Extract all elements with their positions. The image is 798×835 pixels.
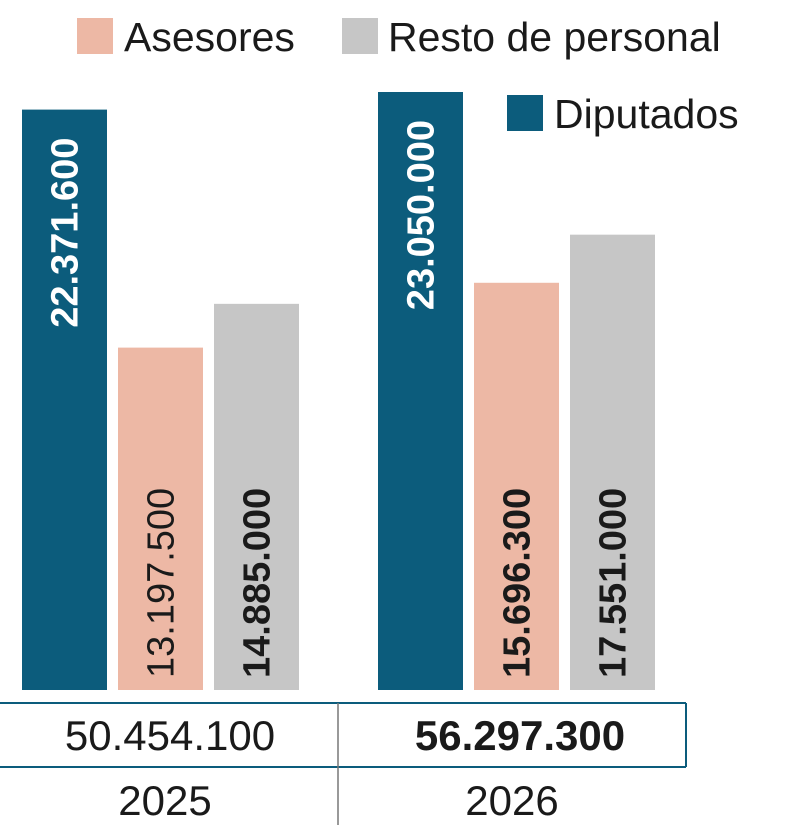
legend-swatch-resto — [342, 18, 378, 54]
bar-diputados-2025 — [22, 109, 107, 690]
legend-label-resto: Resto de personal — [388, 14, 721, 60]
bar-label-diputados-2025: 22.371.600 — [45, 138, 87, 328]
legend-swatch-diputados — [507, 95, 543, 131]
bar-asesores-2025 — [118, 347, 203, 690]
bar-label-asesores-2025: 13.197.500 — [141, 488, 183, 678]
bar-label-diputados-2026: 23.050.000 — [401, 120, 443, 310]
bar-diputados-2026 — [378, 92, 463, 690]
year-label-2026: 2026 — [465, 777, 558, 824]
legend-label-diputados: Diputados — [554, 91, 739, 137]
legend: Asesores Resto de personal Diputados — [77, 14, 739, 137]
bar-resto-2026 — [570, 234, 655, 690]
year-label-2025: 2025 — [118, 777, 211, 824]
bars-group — [22, 92, 655, 690]
total-2026: 56.297.300 — [415, 712, 625, 759]
bar-labels-group: 22.371.600 13.197.500 14.885.000 23.050.000… — [45, 120, 635, 678]
totals-table: 50.454.100 56.297.300 2025 2026 — [0, 702, 687, 825]
bar-resto-2025 — [214, 303, 299, 690]
legend-swatch-asesores — [77, 18, 113, 54]
legend-label-asesores: Asesores — [124, 14, 295, 60]
bar-label-asesores-2026: 15.696.300 — [497, 488, 539, 678]
total-2025: 50.454.100 — [65, 712, 275, 759]
bar-label-resto-2025: 14.885.000 — [237, 488, 279, 678]
bar-asesores-2026 — [474, 282, 559, 690]
bar-label-resto-2026: 17.551.000 — [593, 488, 635, 678]
